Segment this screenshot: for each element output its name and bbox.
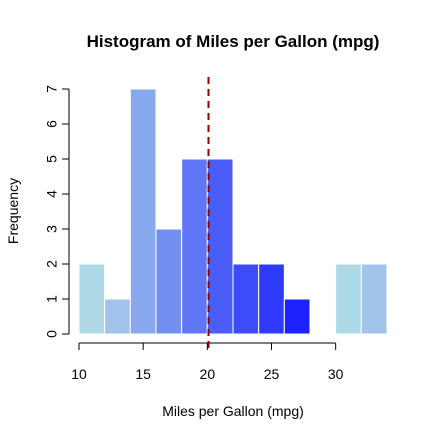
x-axis-label: Miles per Gallon (mpg)	[162, 403, 304, 419]
histogram-bar-5	[181, 158, 208, 335]
x-tick-label-10: 10	[71, 366, 87, 382]
histogram-bar-1	[78, 263, 106, 335]
y-axis-label: Frequency	[5, 178, 21, 244]
y-tick-label-6: 6	[44, 120, 60, 128]
y-tick-label-1: 1	[44, 295, 60, 303]
x-tick-label-25: 25	[264, 366, 280, 382]
histogram-bar-4	[155, 228, 183, 335]
y-tick-label-5: 5	[44, 155, 60, 163]
histogram-bar-3	[129, 88, 157, 335]
histogram-bar-12	[360, 263, 388, 335]
bars-layer	[78, 88, 388, 335]
histogram-bar-8	[258, 263, 285, 335]
histogram-bar-6	[206, 158, 234, 335]
chart-title: Histogram of Miles per Gallon (mpg)	[87, 32, 380, 51]
histogram-bar-7	[232, 263, 260, 335]
y-tick-label-3: 3	[44, 225, 60, 233]
histogram-bar-2	[104, 298, 131, 335]
x-tick-label-20: 20	[200, 366, 216, 382]
x-axis: 10 15 20 25 30	[71, 342, 344, 382]
y-tick-label-4: 4	[44, 190, 60, 198]
y-tick-label-7: 7	[44, 85, 60, 93]
y-tick-label-0: 0	[44, 330, 60, 338]
x-tick-label-15: 15	[135, 366, 151, 382]
x-tick-label-30: 30	[328, 366, 344, 382]
histogram-bar-9	[283, 298, 311, 335]
histogram-bar-11	[335, 263, 362, 335]
y-tick-label-2: 2	[44, 260, 60, 268]
y-axis: 0 1 2 3 4 5 6 7	[44, 85, 70, 338]
